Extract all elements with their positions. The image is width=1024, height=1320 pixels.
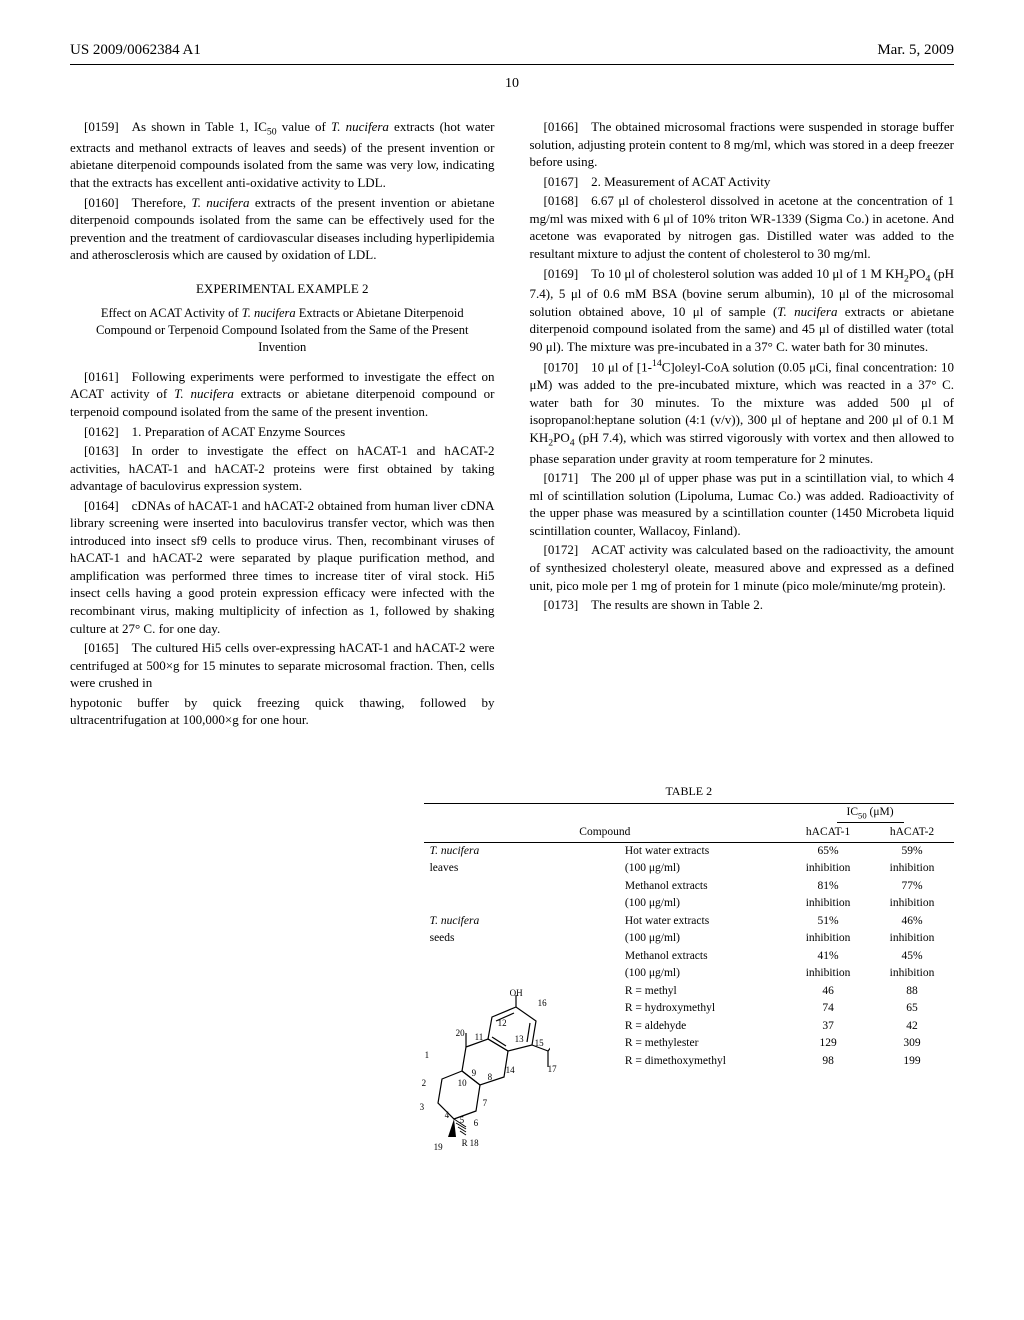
- compound-header: Compound: [424, 804, 787, 842]
- table-row: seeds (100 μg/ml) inhibition inhibition: [424, 930, 954, 948]
- table-row: OH R 16 12 11 13 15 17 14 20 1 9 8 10 2 …: [424, 983, 954, 1001]
- molecule-structure: OH R 16 12 11 13 15 17 14 20 1 9 8 10 2 …: [420, 989, 550, 1164]
- para-0173: [0173] The results are shown in Table 2.: [530, 596, 955, 614]
- patent-id: US 2009/0062384 A1: [70, 40, 201, 60]
- para-0160: [0160] Therefore, T. nucifera extracts o…: [70, 194, 495, 264]
- mol-oh: OH: [510, 987, 523, 999]
- experimental-example-title: Effect on ACAT Activity of T. nucifera E…: [70, 305, 495, 356]
- para-0161: [0161] Following experiments were perfor…: [70, 368, 495, 421]
- para-0168: [0168] 6.67 μl of cholesterol dissolved …: [530, 192, 955, 262]
- para-0167: [0167] 2. Measurement of ACAT Activity: [530, 173, 955, 191]
- table-row: leaves (100 μg/ml) inhibition inhibition: [424, 860, 954, 878]
- table-row: Methanol extracts 41% 45%: [424, 948, 954, 966]
- body-columns: [0159] As shown in Table 1, IC50 value o…: [70, 118, 954, 763]
- para-0165: [0165] The cultured Hi5 cells over-expre…: [70, 639, 495, 692]
- para-0171: [0171] The 200 μl of upper phase was put…: [530, 469, 955, 539]
- para-0172: [0172] ACAT activity was calculated base…: [530, 541, 955, 594]
- para-0169: [0169] To 10 μl of cholesterol solution …: [530, 265, 955, 356]
- col-hacat2: hACAT-2: [870, 824, 954, 842]
- patent-date: Mar. 5, 2009: [877, 40, 954, 60]
- page-header: US 2009/0062384 A1 Mar. 5, 2009: [70, 40, 954, 65]
- para-0159: [0159] As shown in Table 1, IC50 value o…: [70, 118, 495, 191]
- table-2-label: TABLE 2: [424, 783, 954, 799]
- table-2-section: TABLE 2 Compound IC50 (μM) hACAT-1 hACAT…: [424, 783, 954, 1180]
- table-row: (100 μg/ml) inhibition inhibition: [424, 965, 954, 983]
- table-2: Compound IC50 (μM) hACAT-1 hACAT-2 T. nu…: [424, 803, 954, 1180]
- experimental-example-heading: EXPERIMENTAL EXAMPLE 2: [70, 280, 495, 298]
- para-0170: [0170] 10 μl of [1-14C]oleyl-CoA solutio…: [530, 357, 955, 467]
- table-row: (100 μg/ml) inhibition inhibition: [424, 895, 954, 913]
- para-0162: [0162] 1. Preparation of ACAT Enzyme Sou…: [70, 423, 495, 441]
- table-row: T. nucifera Hot water extracts 51% 46%: [424, 913, 954, 931]
- mol-r: R: [462, 1137, 468, 1149]
- para-0164: [0164] cDNAs of hACAT-1 and hACAT-2 obta…: [70, 497, 495, 637]
- para-0163: [0163] In order to investigate the effec…: [70, 442, 495, 495]
- ic50-header: IC50 (μM): [786, 804, 954, 824]
- col-hacat1: hACAT-1: [786, 824, 870, 842]
- para-col2-cont: hypotonic buffer by quick freezing quick…: [70, 694, 495, 729]
- table-row: T. nucifera Hot water extracts 65% 59%: [424, 842, 954, 860]
- page-number: 10: [70, 75, 954, 94]
- para-0166: [0166] The obtained microsomal fractions…: [530, 118, 955, 171]
- table-row: Methanol extracts 81% 77%: [424, 878, 954, 896]
